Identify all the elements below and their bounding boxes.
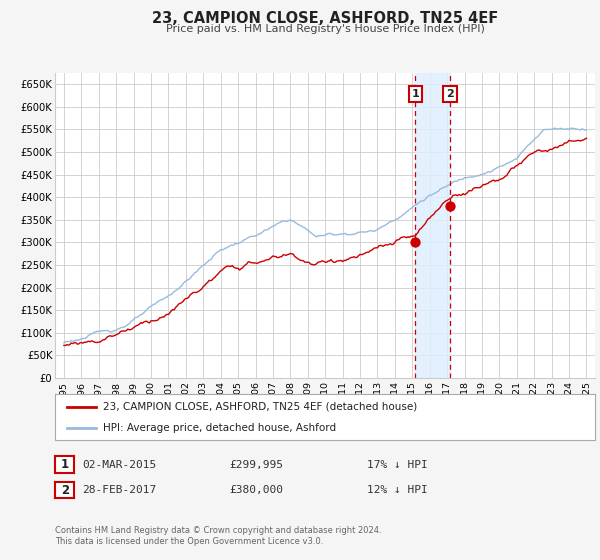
Text: 1: 1: [412, 89, 419, 99]
Text: Contains HM Land Registry data © Crown copyright and database right 2024.
This d: Contains HM Land Registry data © Crown c…: [55, 526, 382, 546]
Text: HPI: Average price, detached house, Ashford: HPI: Average price, detached house, Ashf…: [103, 423, 336, 433]
Point: [445, 202, 455, 211]
Text: 17% ↓ HPI: 17% ↓ HPI: [367, 460, 428, 470]
Text: 1: 1: [61, 458, 69, 472]
Text: 23, CAMPION CLOSE, ASHFORD, TN25 4EF (detached house): 23, CAMPION CLOSE, ASHFORD, TN25 4EF (de…: [103, 402, 417, 412]
Text: 2: 2: [61, 483, 69, 497]
Text: 28-FEB-2017: 28-FEB-2017: [82, 485, 157, 495]
Text: 02-MAR-2015: 02-MAR-2015: [82, 460, 157, 470]
Text: 12% ↓ HPI: 12% ↓ HPI: [367, 485, 428, 495]
Text: £299,995: £299,995: [229, 460, 283, 470]
Text: £380,000: £380,000: [229, 485, 283, 495]
Bar: [415, 73, 450, 378]
Text: Price paid vs. HM Land Registry's House Price Index (HPI): Price paid vs. HM Land Registry's House …: [166, 24, 485, 34]
Point: [410, 238, 420, 247]
Text: 23, CAMPION CLOSE, ASHFORD, TN25 4EF: 23, CAMPION CLOSE, ASHFORD, TN25 4EF: [152, 11, 499, 26]
Text: 2: 2: [446, 89, 454, 99]
